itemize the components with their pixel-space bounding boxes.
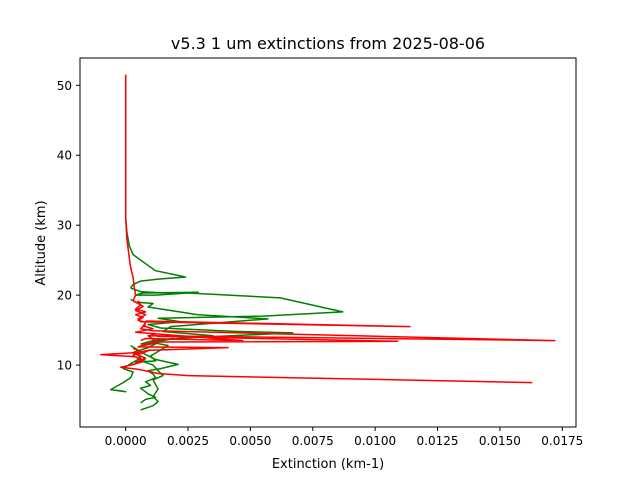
y-tick-label: 20 xyxy=(57,289,72,303)
plot-frame xyxy=(79,57,577,428)
series-line-10 xyxy=(134,300,244,342)
x-tick-label: 0.0025 xyxy=(167,434,209,448)
x-tick-label: 0.0175 xyxy=(541,434,583,448)
x-axis: 0.0000 0.0025 0.0050 0.0075 0.0100 0.0125 0.01… xyxy=(105,427,583,448)
x-tick-label: 0.0150 xyxy=(479,434,521,448)
series-line-5 xyxy=(109,351,142,393)
series-line-9 xyxy=(132,294,411,328)
series-line-12 xyxy=(99,332,399,361)
x-tick-label: 0.0125 xyxy=(417,434,459,448)
series-line-6 xyxy=(140,360,164,411)
y-tick-label: 10 xyxy=(57,359,72,373)
x-tick-label: 0.0050 xyxy=(229,434,271,448)
x-tick-label: 0.0100 xyxy=(354,434,396,448)
y-tick-label: 30 xyxy=(57,219,72,233)
y-tick-label: 50 xyxy=(57,79,72,93)
x-axis-label: Extinction (km-1) xyxy=(272,457,384,472)
x-tick-label: 0.0075 xyxy=(292,434,334,448)
series-line-14 xyxy=(132,349,151,363)
x-tick-label: 0.0000 xyxy=(105,434,147,448)
series-line-8 xyxy=(124,74,137,296)
y-tick-label: 40 xyxy=(57,149,72,163)
y-axis-label: Altitude (km) xyxy=(34,200,49,285)
chart-title: v5.3 1 um extinctions from 2025-08-06 xyxy=(171,34,485,53)
series-line-1 xyxy=(130,287,199,296)
y-axis: 10 20 30 40 50 xyxy=(57,79,80,373)
series-layer xyxy=(99,74,556,411)
